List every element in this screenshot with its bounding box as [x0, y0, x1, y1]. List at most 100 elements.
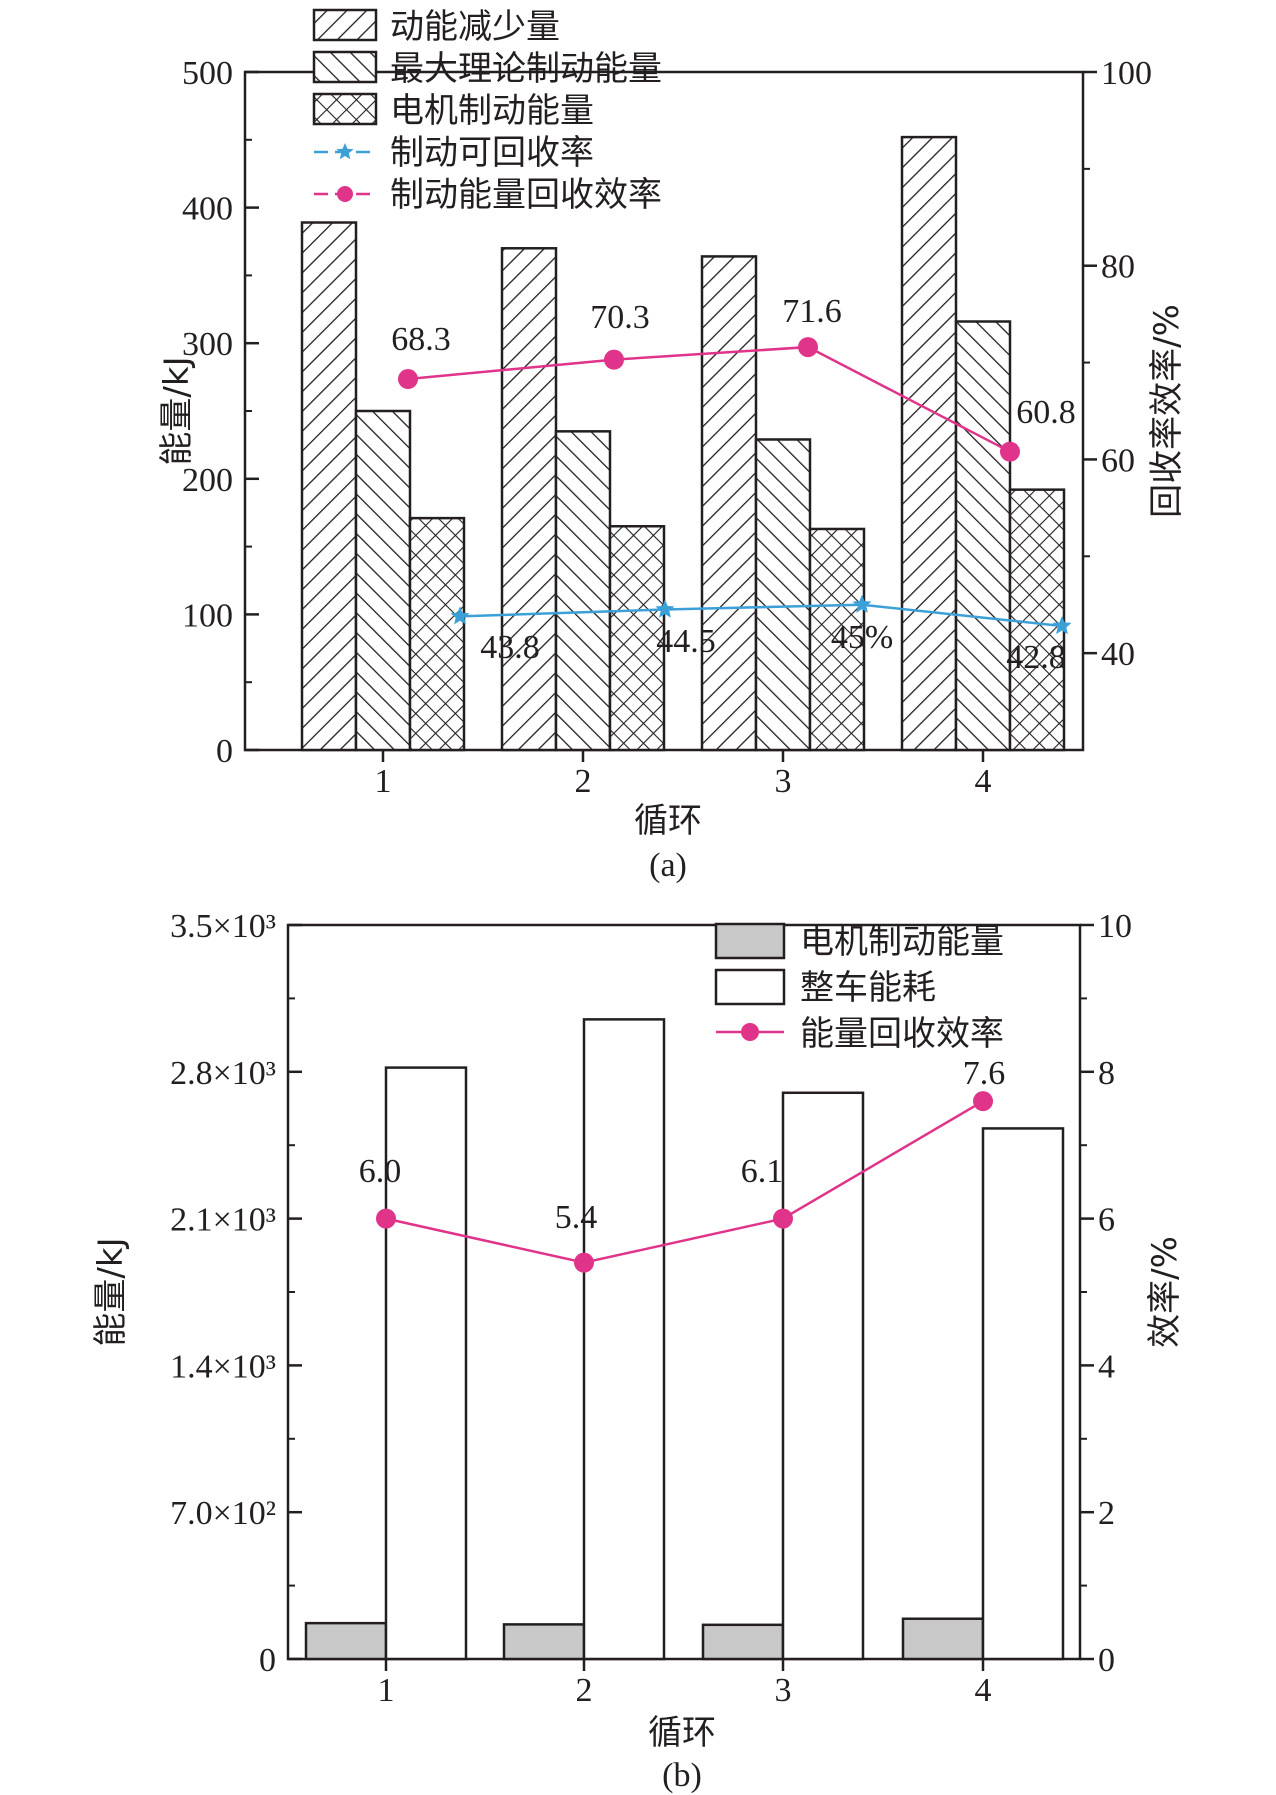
y2-tick-label: 80 [1101, 249, 1135, 286]
y2-axis-title: 效率/% [1145, 1236, 1185, 1348]
y2-tick-label: 10 [1098, 908, 1132, 945]
y-tick-label: 100 [182, 597, 233, 634]
energy-recovery-efficiency-line [385, 1100, 984, 1264]
bar-diag [300, 221, 358, 752]
efficiency-label: 7.6 [963, 1055, 1006, 1092]
efficiency-label: 71.6 [782, 293, 842, 330]
bar-cross [808, 527, 866, 752]
recoverable-label: 42.8 [1006, 639, 1066, 676]
y-tick-label: 0 [216, 733, 233, 770]
circle-marker [1000, 441, 1020, 462]
panel-caption: (a) [649, 847, 687, 884]
circle-marker [376, 1208, 396, 1229]
bar-antidiag [354, 409, 412, 752]
efficiency-label: 5.4 [555, 1199, 598, 1236]
bar-motor-braking-energy [304, 1621, 388, 1661]
y2-tick-label: 2 [1098, 1495, 1115, 1532]
circle-marker [604, 349, 624, 370]
y-tick-label: 2.1×10³ [170, 1202, 276, 1239]
y2-axis-title: 回收率效率/% [1147, 304, 1187, 518]
recoverable-label: 43.8 [480, 629, 540, 666]
x-tick-label: 3 [775, 763, 792, 800]
bar-diag [700, 255, 758, 752]
x-tick-label: 4 [975, 763, 992, 800]
legend-swatch-antidiag [312, 50, 378, 84]
circle-marker [773, 1208, 793, 1229]
y2-tick-label: 100 [1101, 55, 1152, 92]
recovery-efficiency-line [407, 345, 1011, 453]
bar-motor-braking-energy [701, 1623, 785, 1661]
y2-tick-label: 0 [1098, 1642, 1115, 1679]
bar-vehicle-energy-consumption [981, 1127, 1065, 1661]
panel-caption: (b) [662, 1757, 702, 1794]
bar-antidiag [754, 438, 812, 752]
recoverable-label: 45% [831, 619, 893, 656]
legend-star-marker [336, 143, 354, 160]
y-axis-title: 能量/kJ [91, 1237, 131, 1346]
legend-label: 制动能量回收效率 [390, 175, 662, 215]
x-tick-label: 2 [576, 1672, 593, 1709]
legend-label: 整车能耗 [800, 968, 936, 1008]
y-tick-label: 500 [182, 55, 233, 92]
bar-antidiag [954, 320, 1012, 752]
recoverable-rate-line [459, 603, 1063, 628]
legend-swatch-cross [312, 92, 378, 126]
bar-diag [500, 247, 558, 752]
efficiency-label: 6.0 [359, 1153, 402, 1190]
chart-panel-a: 0 100 200 300 400 500 40 60 80 100 1 2 3 4 68.3 70.3 71.… [157, 7, 1187, 884]
star-marker [450, 606, 470, 625]
star-marker [1052, 616, 1072, 635]
legend-swatch-diag [312, 8, 378, 42]
bar-diag [900, 135, 958, 752]
bar-antidiag [554, 430, 612, 752]
y-tick-label: 200 [182, 462, 233, 499]
chart-panel-b: 0 7.0×10² 1.4×10³ 2.1×10³ 2.8×10³ 3.5×10³ 0 2 4 6… [91, 908, 1185, 1794]
bar-vehicle-energy-consumption [582, 1018, 666, 1661]
y2-tick-label: 8 [1098, 1055, 1115, 1092]
y2-tick-label: 6 [1098, 1202, 1115, 1239]
x-tick-label: 1 [378, 1672, 395, 1709]
legend-swatch [714, 922, 786, 960]
x-axis-title: 循环 [648, 1713, 716, 1753]
x-tick-label: 2 [575, 763, 592, 800]
legend-label: 动能减少量 [390, 7, 560, 47]
y-tick-label: 7.0×10² [170, 1495, 276, 1532]
y-tick-label: 300 [182, 326, 233, 363]
y-tick-label: 400 [182, 191, 233, 228]
circle-marker [973, 1091, 993, 1112]
legend-circle-marker [337, 186, 353, 202]
y2-tick-label: 4 [1098, 1348, 1115, 1385]
x-axis-title: 循环 [634, 801, 702, 841]
legend-label: 最大理论制动能量 [390, 49, 662, 89]
legend-circle-marker [741, 1023, 759, 1041]
y-tick-label: 3.5×10³ [170, 908, 276, 945]
bar-motor-braking-energy [901, 1617, 985, 1661]
y-tick-label: 2.8×10³ [170, 1055, 276, 1092]
recoverable-label: 44.5 [656, 623, 716, 660]
bar-vehicle-energy-consumption [781, 1091, 865, 1661]
bar-vehicle-energy-consumption [384, 1066, 468, 1661]
star-marker [852, 594, 872, 613]
efficiency-label: 68.3 [391, 321, 451, 358]
legend-label: 制动可回收率 [390, 133, 594, 173]
y-tick-label: 0 [259, 1642, 276, 1679]
efficiency-label: 70.3 [590, 299, 650, 336]
y-axis-title: 能量/kJ [157, 356, 197, 465]
x-tick-label: 1 [375, 763, 392, 800]
legend-label: 电机制动能量 [800, 922, 1004, 962]
circle-marker [398, 369, 418, 390]
y2-tick-label: 60 [1101, 442, 1135, 479]
circle-marker [798, 337, 818, 358]
y-tick-label: 1.4×10³ [170, 1348, 276, 1385]
x-tick-label: 4 [975, 1672, 992, 1709]
legend-label: 能量回收效率 [800, 1014, 1004, 1054]
bar-cross [608, 525, 666, 752]
efficiency-label: 60.8 [1016, 394, 1076, 431]
efficiency-label: 6.1 [741, 1153, 784, 1190]
bar-motor-braking-energy [502, 1623, 586, 1661]
star-marker [655, 599, 675, 618]
circle-marker [574, 1252, 594, 1273]
bar-cross [1008, 488, 1066, 752]
legend-label: 电机制动能量 [390, 91, 594, 131]
